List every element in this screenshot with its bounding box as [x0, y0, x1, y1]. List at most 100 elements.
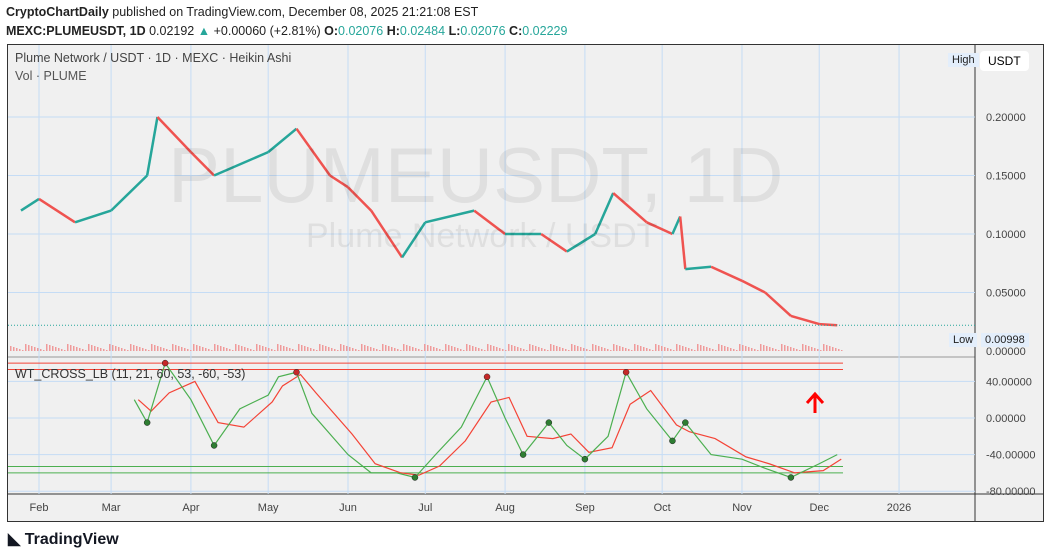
x-tick-label: 2026	[887, 502, 911, 514]
volume-bar	[46, 344, 48, 351]
volume-bar	[832, 347, 834, 351]
volume-bar	[184, 348, 186, 351]
price-change: +0.00060 (+2.81%)	[213, 24, 321, 38]
volume-bar	[610, 350, 612, 351]
volume-bar	[433, 347, 435, 351]
volume-bar	[319, 344, 321, 351]
volume-bar	[376, 349, 378, 351]
volume-bar	[736, 350, 738, 351]
volume-bar	[508, 344, 510, 351]
volume-bar	[364, 345, 366, 351]
volume-bar	[151, 344, 153, 351]
volume-bar	[97, 347, 99, 351]
volume-bar	[40, 349, 42, 351]
volume-bar	[526, 350, 528, 351]
volume-bar	[421, 350, 423, 351]
chart-frame[interactable]: Feb Mar Apr May Jun Jul Aug Sep Oct Nov Dec 2026 0.2…	[7, 44, 1044, 522]
volume-bar	[550, 344, 552, 351]
volume-bar	[685, 347, 687, 351]
indicator-label[interactable]: WT_CROSS_LB (11, 21, 60, 53, -60, -53)	[15, 367, 246, 381]
volume-bar	[145, 349, 147, 351]
volume-bar	[13, 347, 15, 351]
volume-bar	[637, 345, 639, 351]
volume-bar	[10, 346, 12, 351]
volume-bar	[676, 344, 678, 351]
volume-bar	[304, 346, 306, 351]
volume-bar	[628, 349, 630, 351]
volume-bar	[535, 346, 537, 351]
volume-bar	[205, 348, 207, 351]
volume-bar	[802, 344, 804, 351]
volume-bar	[700, 345, 702, 351]
volume-bar	[313, 349, 315, 351]
volume-bar	[160, 347, 162, 351]
volume-bar	[634, 344, 636, 351]
x-tick-label: Sep	[575, 502, 595, 514]
volume-bar	[688, 348, 690, 351]
volume-bar	[346, 346, 348, 351]
volume-bar	[520, 348, 522, 351]
volume-bar	[172, 344, 174, 351]
volume-bar	[748, 347, 750, 351]
volume-bar	[595, 345, 597, 351]
volume-bar	[148, 350, 150, 351]
volume-bar	[541, 348, 543, 351]
y-tick-label: 40.00000	[986, 376, 1032, 388]
cross-dot	[519, 451, 527, 458]
volume-bar	[94, 346, 96, 351]
volume-bar	[811, 347, 813, 351]
y-tick-label: -80.00000	[986, 486, 1036, 498]
volume-bar	[616, 345, 618, 351]
currency-button[interactable]: USDT	[980, 51, 1029, 71]
volume-bar	[88, 344, 90, 351]
x-tick-label: Dec	[809, 502, 829, 514]
volume-bar	[586, 349, 588, 351]
volume-bar	[772, 348, 774, 351]
volume-bar	[334, 349, 336, 351]
price-segment	[401, 221, 427, 259]
volume-bar	[247, 348, 249, 351]
volume-bar	[217, 345, 219, 351]
price-segment	[741, 279, 766, 294]
volume-bar	[619, 346, 621, 351]
volume-bar	[622, 347, 624, 351]
y-tick-label: -40.00000	[986, 450, 1036, 462]
volume-bar	[187, 349, 189, 351]
volume-bar	[328, 347, 330, 351]
volume-bar	[280, 345, 282, 351]
volume-bar	[253, 350, 255, 351]
volume-bar	[403, 344, 405, 351]
volume-bar	[838, 349, 840, 351]
volume-bar	[799, 350, 801, 351]
chart-title: Plume Network / USDT · 1D · MEXC · Heiki…	[15, 51, 292, 65]
volume-bar	[337, 350, 339, 351]
price-segment	[190, 151, 215, 177]
volume-bar	[79, 348, 81, 351]
volume-bar	[229, 349, 231, 351]
cross-dot	[787, 474, 795, 481]
price-segment	[671, 215, 682, 235]
volume-bar	[727, 347, 729, 351]
volume-bar	[592, 344, 594, 351]
cross-dot	[669, 437, 676, 445]
volume-bar	[481, 349, 483, 351]
chart-svg[interactable]: Feb Mar Apr May Jun Jul Aug Sep Oct Nov Dec 2026 0.2…	[8, 45, 1043, 521]
price-segment	[267, 127, 298, 154]
volume-bar	[742, 345, 744, 351]
price-segment	[764, 291, 792, 317]
volume-bar	[805, 345, 807, 351]
volume-bar	[223, 347, 225, 351]
volume-bar	[322, 345, 324, 351]
volume-bar	[136, 346, 138, 351]
volume-bar	[385, 345, 387, 351]
last-price: 0.02192	[149, 24, 195, 38]
volume-bar	[286, 347, 288, 351]
volume-bar	[358, 350, 360, 351]
published-text: published on TradingView.com, December 0…	[112, 5, 479, 19]
volume-bar	[133, 345, 135, 351]
volume-bar	[400, 350, 402, 351]
volume-bar	[739, 344, 741, 351]
volume-bar	[388, 346, 390, 351]
tradingview-logo[interactable]: ◣ TradingView	[8, 531, 119, 548]
volume-bar	[214, 344, 216, 351]
